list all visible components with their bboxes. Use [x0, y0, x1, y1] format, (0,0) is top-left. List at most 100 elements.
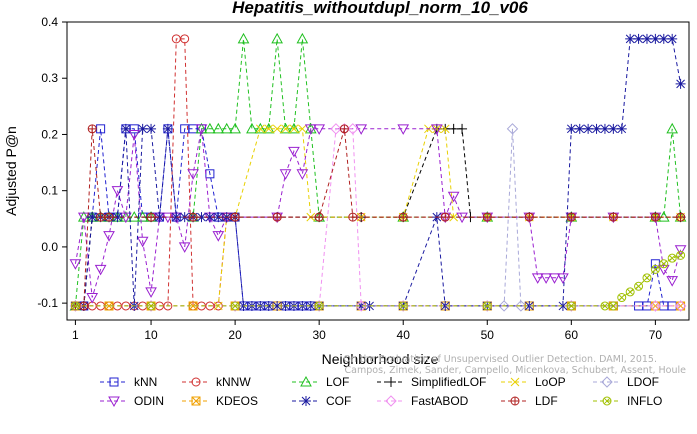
data-point-odin	[195, 124, 208, 135]
data-point-cof	[272, 300, 283, 311]
data-point-odin	[304, 124, 317, 135]
data-point-fastabod	[649, 300, 662, 312]
legend-swatch-marker	[300, 375, 312, 387]
data-point-ldf	[482, 212, 492, 222]
data-point-lof	[220, 122, 233, 134]
data-point-odin	[548, 273, 561, 284]
y-tick-label: 0.2	[41, 127, 58, 141]
series-cof	[70, 33, 686, 311]
data-point-odin	[430, 124, 443, 135]
data-point-inflo	[625, 287, 635, 297]
legend-swatch-marker	[510, 377, 520, 387]
series-line-ldf	[75, 128, 681, 307]
data-point-cof	[196, 212, 207, 223]
legend-label: SimplifiedLOF	[411, 375, 486, 389]
data-point-inflo	[676, 250, 686, 260]
legend-swatch-marker	[601, 376, 613, 388]
data-point-fastabod	[355, 300, 367, 312]
legend-swatch-marker	[385, 395, 397, 407]
data-point-odin	[674, 245, 687, 256]
legend-swatch-marker	[386, 377, 396, 387]
data-point-loop	[289, 124, 299, 134]
data-point-cof	[608, 123, 619, 134]
y-tick-label: 0.1	[41, 184, 58, 198]
data-point-odin	[128, 129, 141, 141]
legend-item-inflo: INFLO	[593, 394, 662, 408]
y-axis-ticks: -0.1 0.0 0.1 0.2 0.3 0.4	[37, 15, 67, 310]
data-point-cof	[162, 123, 173, 134]
data-point-lof	[246, 122, 258, 134]
data-point-loop	[449, 212, 459, 222]
data-point-ldf	[398, 212, 408, 222]
data-point-lof	[237, 32, 250, 44]
data-point-odin	[456, 212, 468, 224]
data-point-cof	[356, 300, 367, 311]
series-line-lof	[74, 38, 682, 306]
data-point-lof	[296, 32, 309, 44]
data-point-odin	[666, 276, 679, 287]
data-point-cof	[625, 33, 636, 44]
series-inflo	[70, 250, 686, 311]
y-tick-label: -0.1	[37, 296, 58, 310]
legend-swatch-marker	[191, 396, 201, 406]
legend-label: LDOF	[627, 375, 659, 389]
data-point-cof	[591, 123, 602, 134]
data-point-ldf	[146, 212, 156, 222]
data-point-ldf	[272, 212, 282, 222]
data-point-ldof	[515, 300, 527, 312]
legend-item-simplifiedlof: SimplifiedLOF	[377, 375, 486, 389]
y-tick-label: 0.4	[41, 15, 58, 29]
data-point-loop	[281, 124, 290, 134]
data-point-odin	[212, 231, 225, 242]
watermark-citation: On the Evaluation of Unsupervised Outlie…	[343, 354, 657, 365]
data-point-inflo	[667, 253, 677, 263]
data-point-cof	[583, 123, 594, 134]
y-axis-label: Adjusted P@n	[3, 126, 19, 216]
data-point-knnw	[180, 34, 190, 44]
x-tick-label: 70	[649, 328, 663, 342]
data-point-odin	[397, 124, 410, 135]
data-point-ldf	[676, 212, 686, 222]
series-line-odin	[74, 128, 682, 298]
data-point-loop	[255, 124, 265, 134]
data-point-lof	[254, 122, 267, 134]
x-tick-label: 10	[144, 328, 158, 342]
data-point-cof	[524, 300, 535, 311]
data-point-inflo	[70, 301, 80, 311]
data-point-cof	[440, 300, 451, 311]
series-lof	[69, 32, 687, 311]
data-point-odin	[145, 287, 157, 298]
data-point-fastabod	[347, 123, 359, 135]
legend-item-cof: COF	[292, 394, 351, 408]
legend: kNN kNNW LOF SimplifiedLOF LoOP LDOF ODIN KDEOS…	[100, 375, 662, 408]
legend-item-knn: kNN	[100, 375, 157, 389]
data-point-loop	[297, 124, 307, 134]
data-point-kdeos	[104, 301, 114, 311]
data-point-lof	[229, 122, 241, 134]
legend-label: FastABOD	[411, 394, 469, 408]
data-point-odin	[447, 191, 460, 203]
legend-item-fastabod: FastABOD	[377, 394, 469, 408]
data-point-ldf	[348, 212, 358, 222]
chart-title: Hepatitis_withoutdupl_norm_10_v06	[232, 0, 528, 17]
data-point-loop	[272, 124, 282, 134]
legend-label: kNN	[134, 375, 157, 389]
data-point-cof	[599, 123, 610, 134]
legend-label: LOF	[326, 375, 349, 389]
data-point-odin	[187, 169, 199, 180]
x-tick-label: 60	[565, 328, 579, 342]
data-point-inflo	[608, 301, 618, 311]
data-point-fastabod	[674, 300, 687, 312]
data-point-odin	[288, 146, 300, 158]
y-tick-label: 0.0	[41, 240, 58, 254]
data-point-odin	[119, 212, 132, 224]
legend-label: COF	[326, 394, 351, 408]
data-point-inflo	[642, 273, 652, 283]
data-point-cof	[650, 33, 661, 44]
watermark-authors: Campos, Zimek, Sander, Campello, Micenko…	[345, 365, 687, 376]
data-point-odin	[69, 259, 82, 270]
data-point-inflo	[146, 301, 156, 311]
data-point-ldf	[339, 124, 349, 134]
x-tick-label: 50	[481, 328, 495, 342]
